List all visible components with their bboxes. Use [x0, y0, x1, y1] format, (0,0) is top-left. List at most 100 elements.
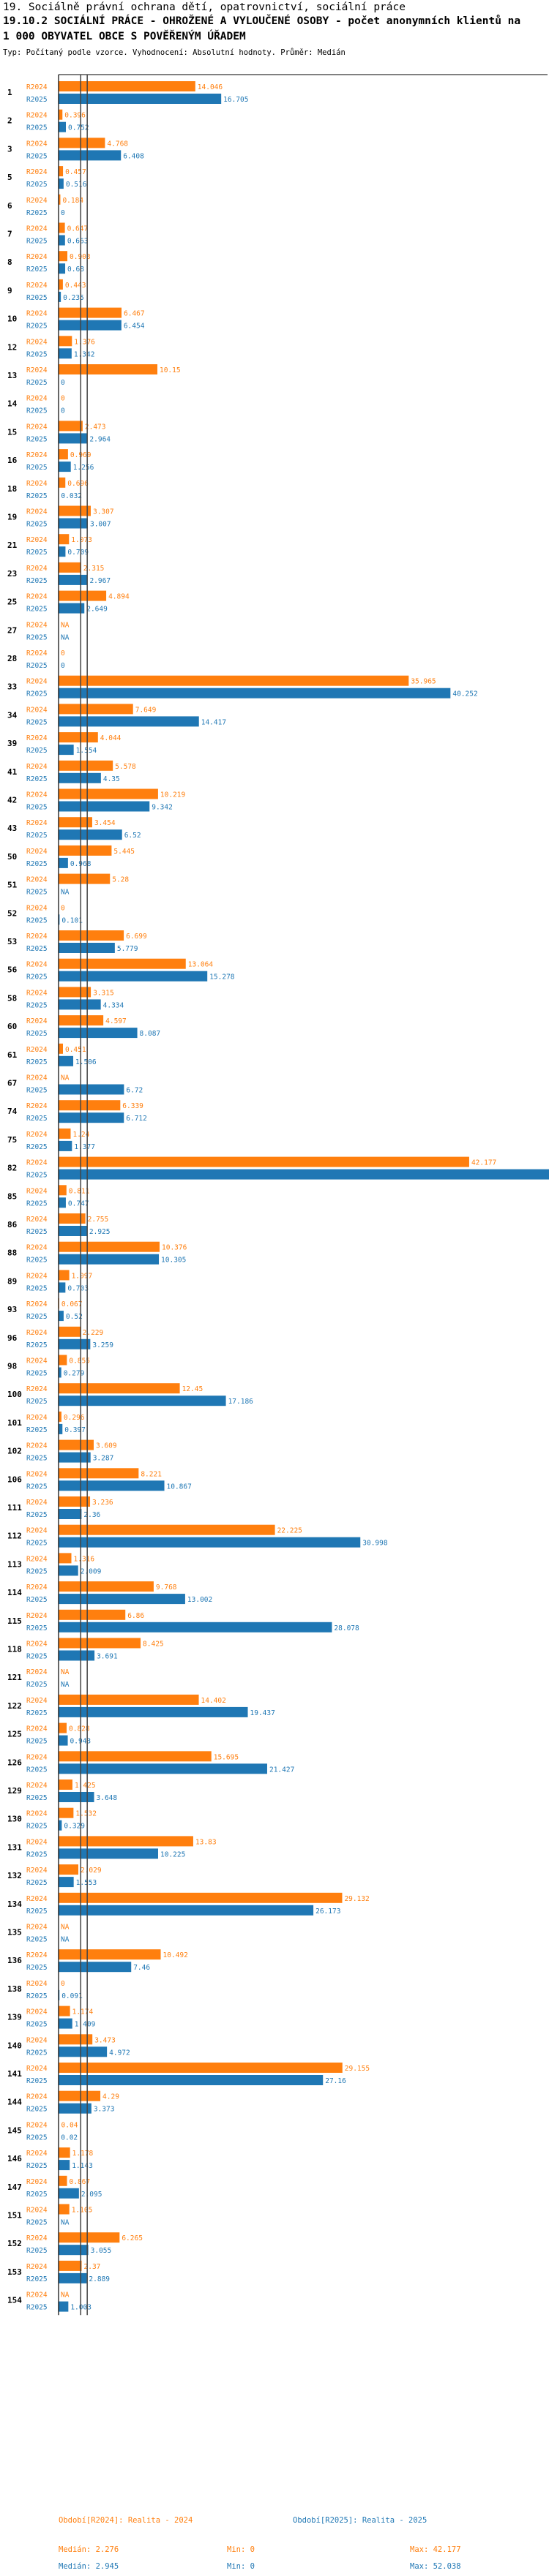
category-label: 136	[7, 1956, 22, 1965]
data-label: 2.36	[83, 1511, 100, 1519]
series-row-label: R2025	[26, 775, 48, 783]
data-label: 0.663	[67, 238, 89, 246]
bar	[59, 1706, 248, 1717]
category-label: 153	[7, 2267, 22, 2277]
series-row-label: R2024	[26, 253, 48, 261]
data-label: 0.903	[70, 253, 91, 261]
data-label: 4.29	[102, 2093, 119, 2101]
bar	[59, 1722, 67, 1733]
series-row-label: R2024	[26, 1300, 48, 1308]
data-label: 42.177	[471, 1159, 496, 1167]
bar	[59, 1480, 165, 1491]
data-label: 1.425	[75, 1782, 96, 1790]
category-label: 23	[7, 569, 17, 579]
series-row-label: R2024	[26, 282, 48, 290]
bar	[59, 1565, 78, 1576]
series-row-label: R2024	[26, 1753, 48, 1761]
series-row-label: R2024	[26, 791, 48, 799]
series-row-label: R2024	[26, 536, 48, 544]
series-row-label: R2024	[26, 1414, 48, 1422]
category-label: 102	[7, 1447, 22, 1456]
series-row-label: R2025	[26, 1200, 48, 1208]
series-row-label: R2024	[26, 1527, 48, 1535]
category-label: 138	[7, 1984, 22, 1994]
series-row-label: R2024	[26, 2291, 48, 2300]
bar	[59, 2006, 70, 2016]
category-label: 16	[7, 456, 18, 465]
data-label: 1.174	[72, 2008, 94, 2016]
category-label: 154	[7, 2296, 22, 2305]
series-row-label: R2024	[26, 1668, 48, 1676]
category-label: 85	[7, 1191, 17, 1201]
series-row-label: R2024	[26, 1782, 48, 1790]
bar	[59, 1735, 68, 1746]
category-label: 146	[7, 2154, 22, 2163]
data-label: 1.178	[72, 2150, 94, 2158]
series-row-label: R2024	[26, 338, 48, 346]
data-label: 9.342	[152, 804, 173, 812]
bar	[59, 1751, 212, 1762]
category-label: 27	[7, 625, 17, 635]
bar	[59, 2245, 89, 2256]
data-label: 30.998	[362, 1540, 388, 1548]
series-row-label: R2024	[26, 1216, 48, 1224]
category-label: 121	[7, 1673, 22, 1682]
data-label: 1.554	[76, 747, 97, 755]
series-row-label: R2025	[26, 1030, 48, 1038]
data-label: 1.256	[73, 464, 94, 472]
data-label: 0.396	[64, 112, 86, 120]
category-label: 5	[7, 173, 12, 182]
data-label: 0.696	[67, 480, 89, 488]
series-row-label: R2025	[26, 832, 48, 840]
series-row-label: R2025	[26, 1257, 48, 1265]
data-label: 0	[61, 1980, 65, 1988]
bar	[59, 1780, 72, 1790]
bar	[59, 772, 101, 783]
bar	[59, 1650, 95, 1661]
bar	[59, 1949, 161, 1960]
bar	[59, 1537, 361, 1548]
series-row-label: R2024	[26, 1244, 48, 1252]
data-label: 0.855	[69, 1357, 90, 1366]
data-label: 40.252	[452, 690, 477, 698]
series-row-label: R2025	[26, 2219, 48, 2227]
bar	[59, 477, 66, 488]
median-2025: Medián: 2.945	[59, 2562, 119, 2571]
legend-2025: Období[R2025]: Realita - 2025	[293, 2516, 427, 2525]
series-row-label: R2024	[26, 1697, 48, 1705]
series-row-label: R2025	[26, 1483, 48, 1491]
bar	[59, 1509, 82, 1519]
data-label: 6.86	[127, 1612, 144, 1620]
bar	[59, 675, 409, 686]
bar	[59, 1254, 160, 1265]
bar	[59, 1892, 343, 1903]
series-row-label: R2025	[26, 1087, 48, 1095]
data-label: 12.45	[182, 1385, 203, 1393]
series-row-label: R2025	[26, 2077, 48, 2085]
bar	[59, 546, 66, 557]
bar	[59, 971, 208, 982]
data-label: 0.329	[64, 1823, 85, 1831]
data-label: 8.425	[143, 1641, 164, 1649]
bar	[59, 320, 122, 331]
data-label: 9.768	[156, 1583, 177, 1592]
data-label: 3.287	[93, 1455, 114, 1463]
data-label: 5.445	[113, 848, 135, 856]
bar	[59, 1594, 185, 1605]
bar	[59, 194, 61, 205]
series-row-label: R2024	[26, 2207, 48, 2215]
category-label: 112	[7, 1532, 22, 1541]
bar	[59, 1311, 64, 1322]
bar	[59, 562, 81, 573]
category-label: 134	[7, 1899, 22, 1909]
series-row-label: R2024	[26, 1131, 48, 1139]
bar	[59, 745, 74, 756]
data-label: 22.225	[277, 1527, 302, 1535]
page-title: 19. Sociálně právní ochrana dětí, opatro…	[3, 1, 406, 13]
series-row-label: R2024	[26, 1810, 48, 1818]
data-label: 3.236	[92, 1499, 113, 1507]
bar	[59, 2075, 324, 2085]
bar	[59, 732, 98, 743]
series-row-label: R2025	[26, 1058, 48, 1066]
series-row-label: R2024	[26, 1951, 48, 1959]
